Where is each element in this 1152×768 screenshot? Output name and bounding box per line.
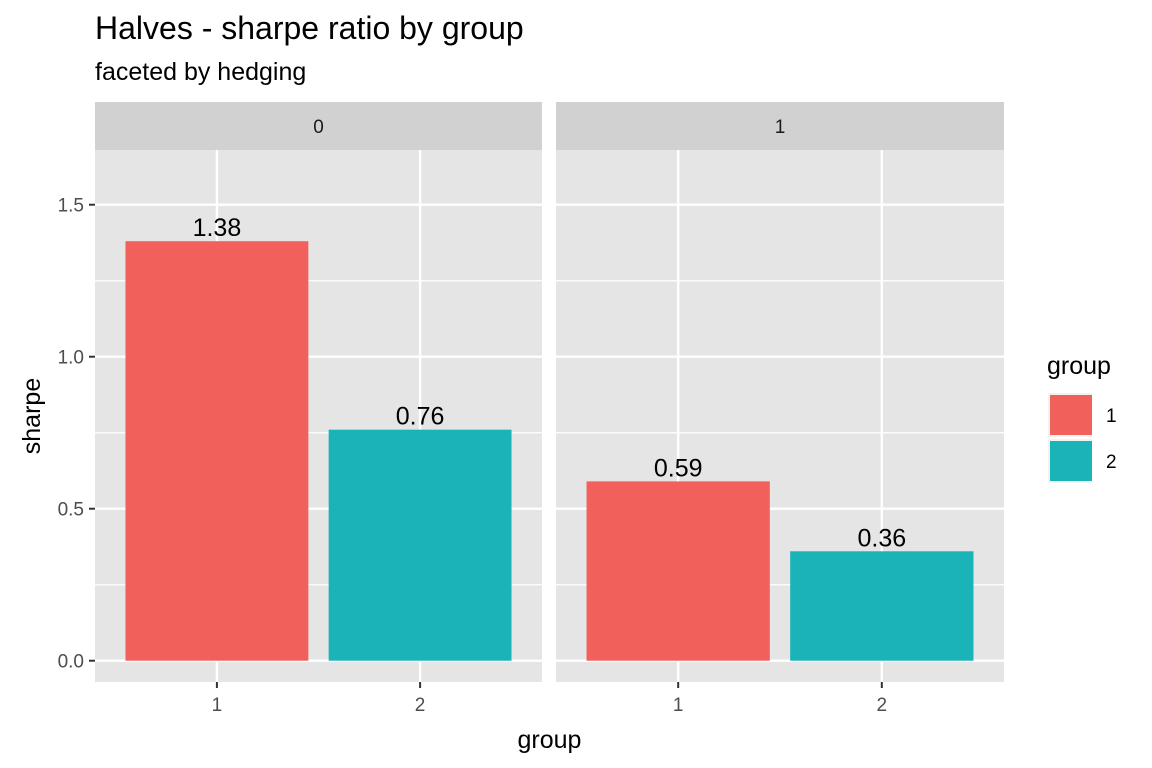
data-label: 0.59 bbox=[654, 454, 703, 482]
x-axis-title: group bbox=[518, 726, 582, 754]
chart-title: Halves - sharpe ratio by group bbox=[95, 10, 524, 46]
y-tick-label: 1.5 bbox=[58, 196, 84, 217]
data-label: 1.38 bbox=[193, 214, 242, 242]
bar-facet0-group1 bbox=[125, 241, 309, 661]
y-tick-label: 1.0 bbox=[58, 348, 84, 369]
legend-title: group bbox=[1047, 352, 1111, 380]
data-label: 0.36 bbox=[857, 524, 906, 552]
x-tick-label: 2 bbox=[415, 695, 426, 716]
facet-strip-1 bbox=[556, 102, 1004, 150]
legend-swatch-2 bbox=[1050, 441, 1092, 481]
y-tick-label: 0.0 bbox=[58, 652, 84, 673]
facet-strip-0 bbox=[95, 102, 542, 150]
legend-swatch-1 bbox=[1050, 395, 1092, 435]
x-tick-label: 1 bbox=[673, 695, 684, 716]
facet-label-0: 0 bbox=[313, 117, 324, 138]
data-label: 0.76 bbox=[396, 403, 445, 431]
x-tick-label: 2 bbox=[877, 695, 888, 716]
legend-label-2: 2 bbox=[1106, 452, 1117, 473]
y-axis-title: sharpe bbox=[18, 378, 46, 454]
bar-facet1-group2 bbox=[790, 551, 974, 661]
bar-facet0-group2 bbox=[328, 429, 512, 661]
bar-facet1-group1 bbox=[586, 481, 770, 661]
facet-label-1: 1 bbox=[775, 117, 786, 138]
legend-label-1: 1 bbox=[1106, 406, 1117, 427]
x-tick-label: 1 bbox=[212, 695, 223, 716]
chart-subtitle: faceted by hedging bbox=[95, 58, 307, 86]
y-tick-label: 0.5 bbox=[58, 500, 84, 521]
